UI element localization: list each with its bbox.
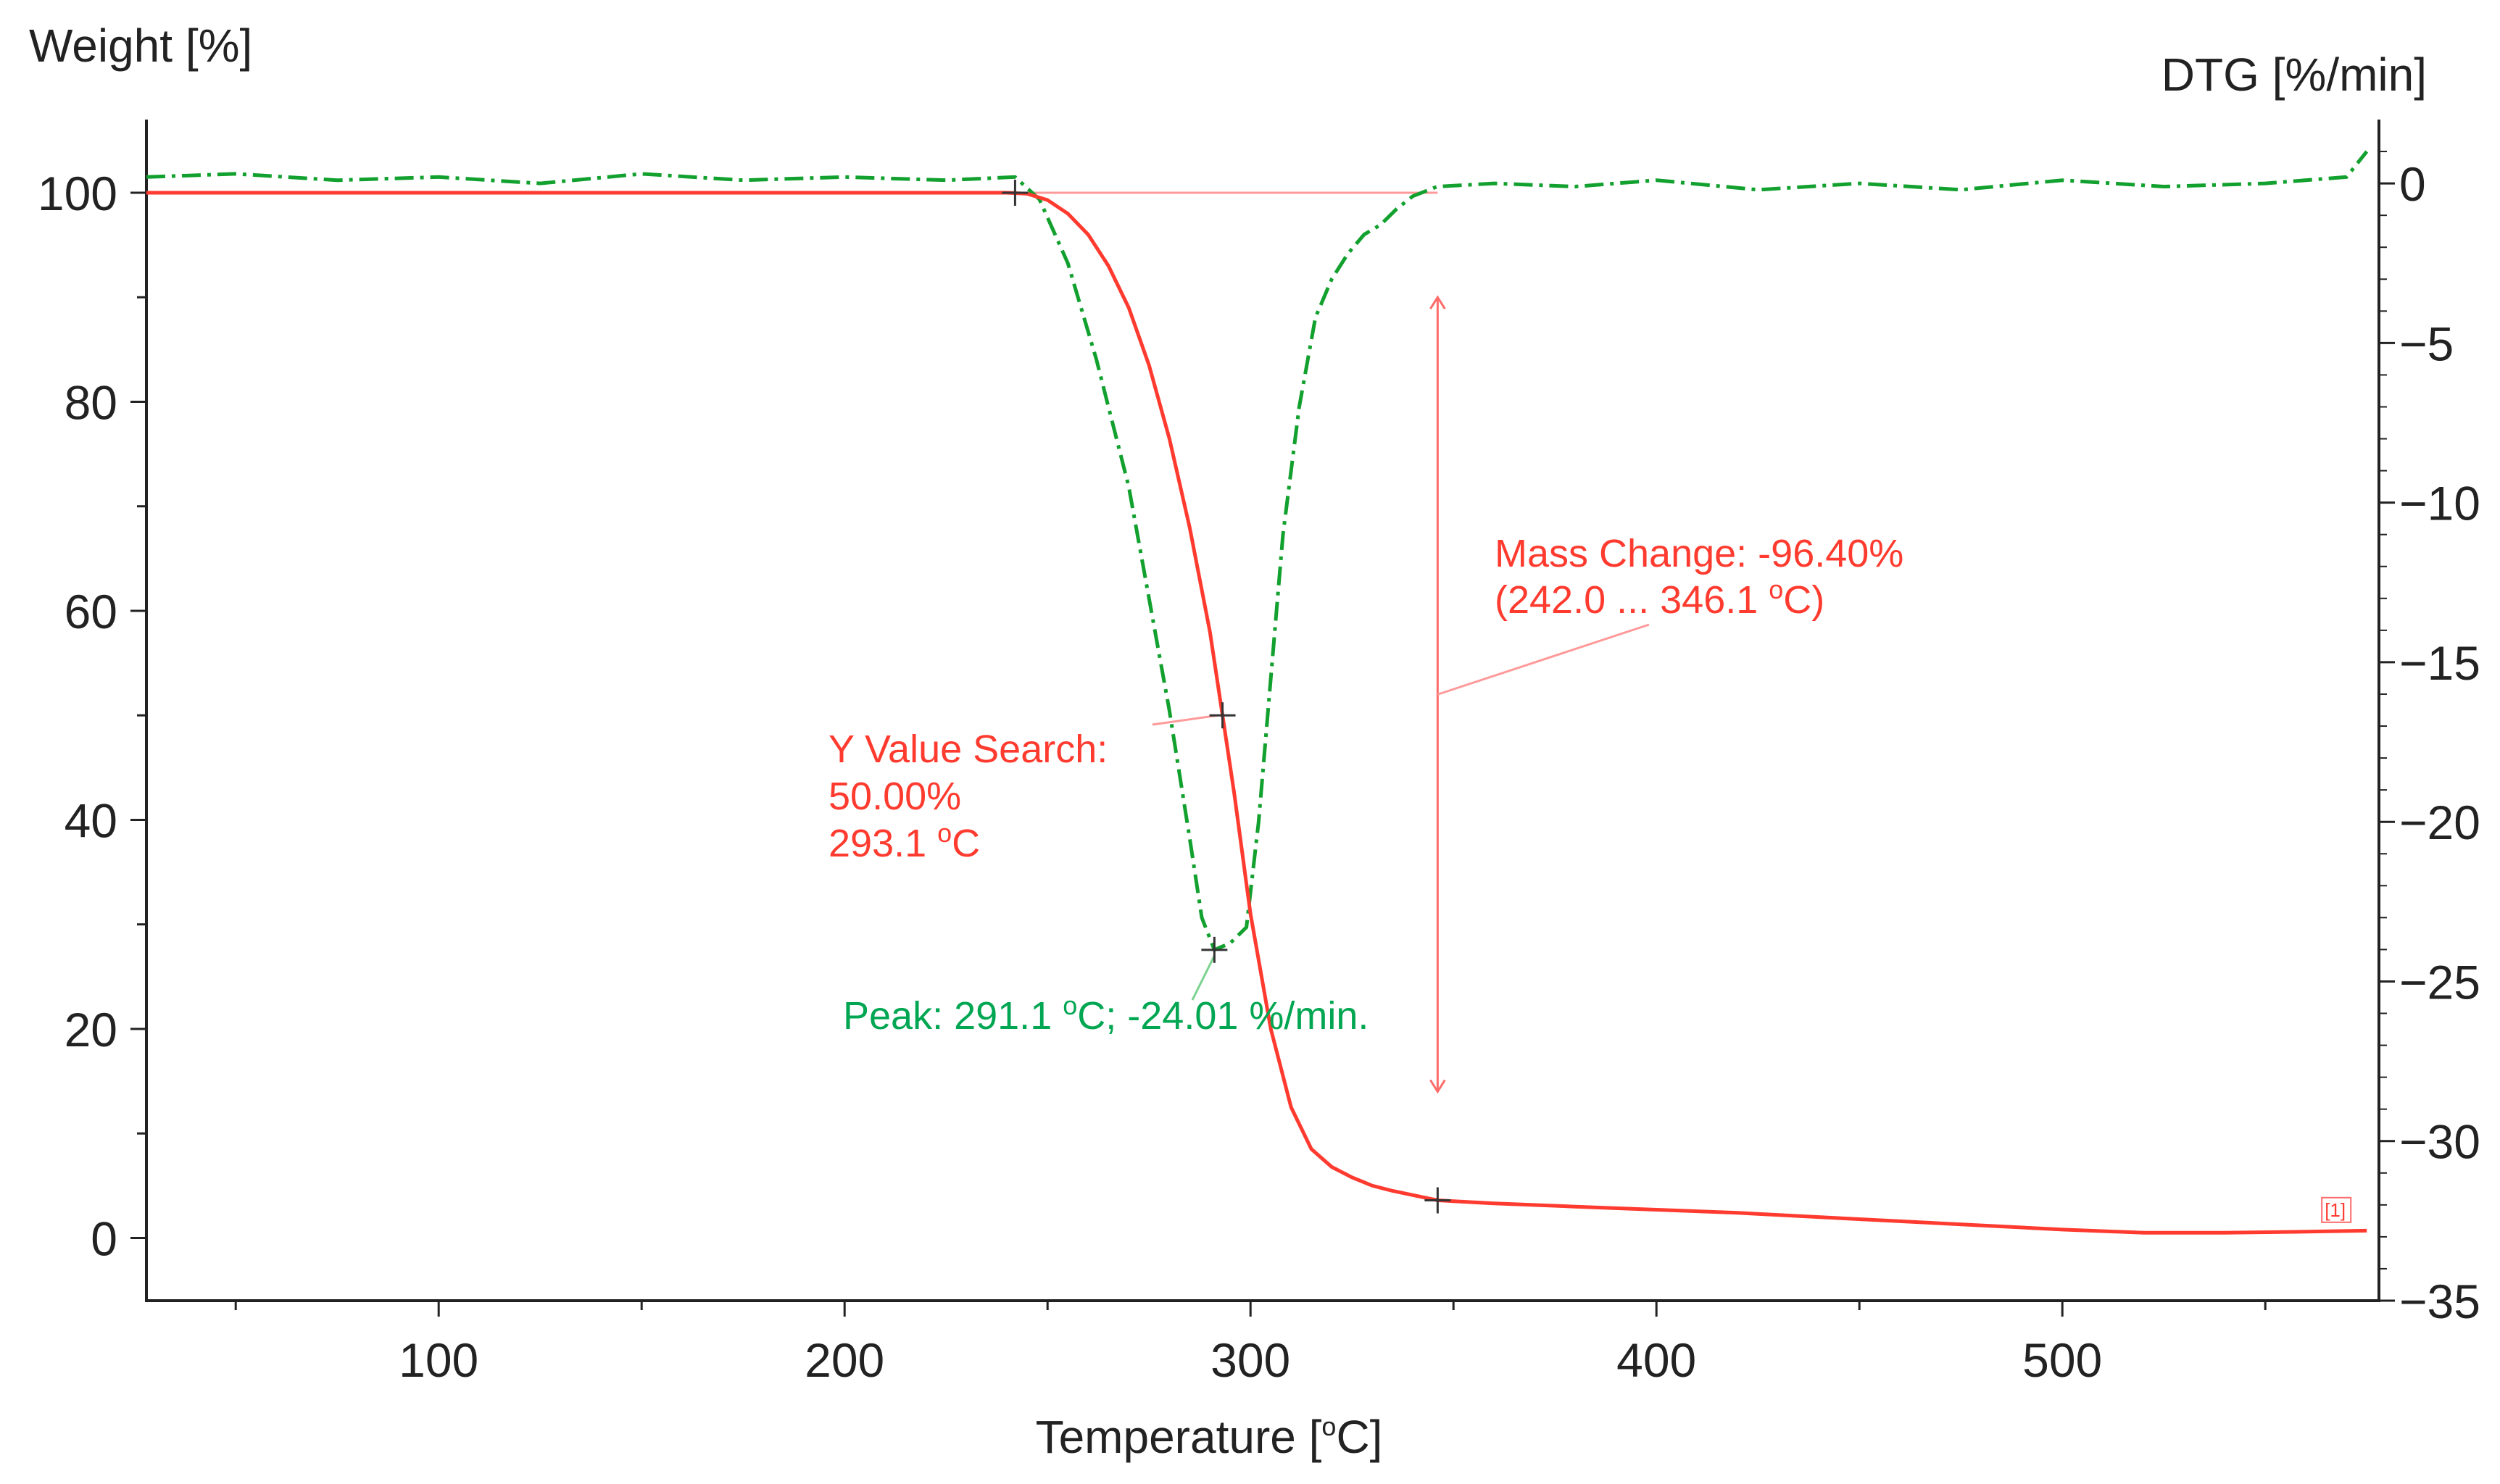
curve-marker-box [2321,1196,2352,1223]
y-search-leader-line [1152,714,1218,726]
curve-marker-label: [1] [2325,1199,2346,1221]
dtg-series-line [146,150,2369,953]
weight-series-line [146,191,2367,1235]
y-right-tick-label--10: −10 [2399,477,2480,530]
y-right-tick-label--30: −30 [2399,1115,2480,1169]
x-tick-label-500: 500 [2022,1333,2102,1387]
axis-ticks: 100 200 300 400 500 0 20 40 60 80 100 0 −5 −10 −15 −20 −… [38,151,2480,1387]
y-left-tick-label-0: 0 [91,1212,117,1265]
y-right-tick-label--15: −15 [2399,636,2480,690]
mass-change-arrow-head-top [1429,295,1446,310]
y-search-label: Y Value Search: [829,728,1108,771]
mass-change-label: Mass Change: -96.40% [1495,532,1903,575]
peak-leader-line [1191,955,1216,1001]
x-axis-title: Temperature [oC] [1036,1411,1383,1463]
annotation-lines [1015,191,1650,1094]
peak-label: Peak: 291.1 oC; -24.01 %/min. [843,991,1369,1038]
mass-change-leader-line [1437,623,1650,696]
y-right-tick-label--35: −35 [2399,1275,2480,1328]
y-right-axis-title: DTG [%/min] [2161,49,2427,101]
y-left-tick-label-40: 40 [65,793,117,847]
y-search-temperature-value: 293.1 oC [829,818,980,865]
y-right-tick-label--25: −25 [2399,955,2480,1009]
y-left-tick-label-100: 100 [38,167,117,220]
y-search-marker [1209,702,1236,729]
y-left-tick-label-60: 60 [65,585,117,638]
onset-marker [1002,179,1029,206]
mass-change-range: (242.0 ... 346.1 oC) [1495,575,1824,622]
x-tick-label-300: 300 [1210,1333,1290,1387]
y-right-tick-label--5: −5 [2399,317,2454,370]
y-search-weight-value: 50.00% [829,775,961,818]
x-tick-label-200: 200 [805,1333,884,1387]
peak-marker [1201,936,1228,963]
y-right-tick-label--20: −20 [2399,796,2480,849]
cross-markers [1002,179,1451,1214]
y-left-axis-title: Weight [%] [29,20,252,72]
end-marker [1424,1187,1451,1214]
y-left-tick-label-20: 20 [65,1003,117,1056]
mass-change-arrow-head-bottom [1429,1079,1446,1094]
x-tick-label-400: 400 [1616,1333,1696,1387]
x-tick-label-100: 100 [399,1333,478,1387]
y-left-tick-label-80: 80 [65,375,117,429]
y-right-tick-label-0: 0 [2399,157,2426,211]
